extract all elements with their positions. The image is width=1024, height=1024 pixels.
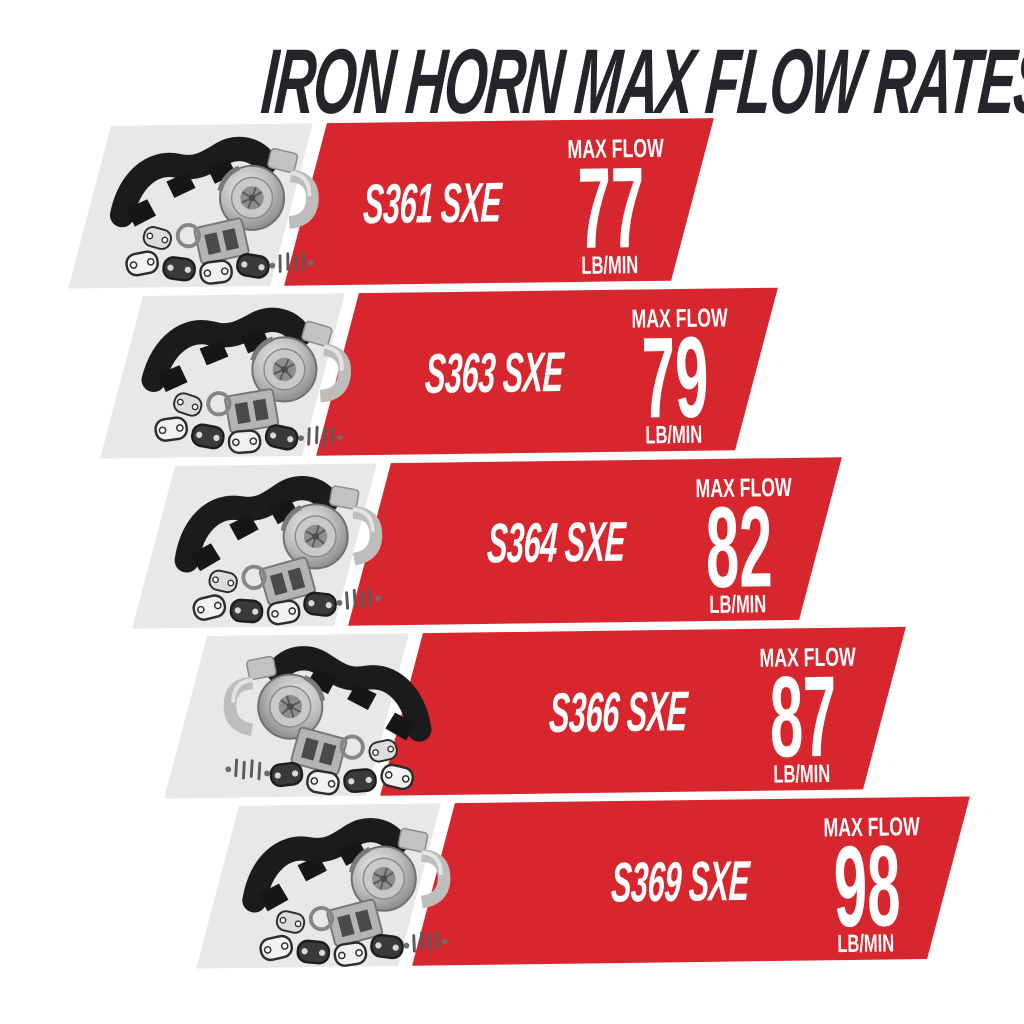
model-label-wrap: S364 SXE <box>426 508 687 576</box>
model-label: S364 SXE <box>485 509 627 575</box>
max-flow-block: MAX FLOW 79 LB/MIN <box>612 302 734 450</box>
row-s364: S364 SXE MAX FLOW 82 LB/MIN <box>132 454 1024 628</box>
flow-unit: LB/MIN <box>581 251 639 280</box>
model-label-wrap: S369 SXE <box>550 847 811 915</box>
turbo-kit-photo <box>193 629 445 802</box>
model-label: S366 SXE <box>547 679 689 745</box>
row-s363: S363 SXE MAX FLOW 79 LB/MIN <box>100 284 1024 458</box>
model-label-wrap: S363 SXE <box>364 338 625 406</box>
flow-unit: LB/MIN <box>773 759 831 789</box>
flow-value: 79 <box>641 313 710 443</box>
row-s369: S369 SXE MAX FLOW 98 LB/MIN <box>196 794 1024 968</box>
max-flow-block: MAX FLOW 87 LB/MIN <box>740 642 862 789</box>
model-label: S369 SXE <box>609 848 751 914</box>
flow-unit: LB/MIN <box>837 929 895 959</box>
flow-unit: LB/MIN <box>709 590 767 620</box>
model-label-wrap: S361 SXE <box>302 169 563 237</box>
model-label: S361 SXE <box>361 170 503 236</box>
flow-unit: LB/MIN <box>645 420 703 450</box>
turbo-kit-photo <box>161 459 413 632</box>
row-s361: S361 SXE MAX FLOW 77 LB/MIN <box>68 114 1013 288</box>
max-flow-block: MAX FLOW 82 LB/MIN <box>676 472 798 620</box>
flow-value: 77 <box>577 144 646 273</box>
row-s366: S366 SXE MAX FLOW 87 LB/MIN <box>164 624 1024 798</box>
max-flow-block: MAX FLOW 98 LB/MIN <box>804 811 926 959</box>
model-label: S363 SXE <box>423 339 565 405</box>
flow-value: 87 <box>769 652 838 782</box>
max-flow-block: MAX FLOW 77 LB/MIN <box>548 133 670 280</box>
turbo-kit-photo <box>225 799 477 972</box>
flow-value: 98 <box>833 822 902 952</box>
flow-value: 82 <box>705 483 774 613</box>
turbo-kit-photo <box>129 289 381 462</box>
model-label-wrap: S366 SXE <box>488 677 749 745</box>
